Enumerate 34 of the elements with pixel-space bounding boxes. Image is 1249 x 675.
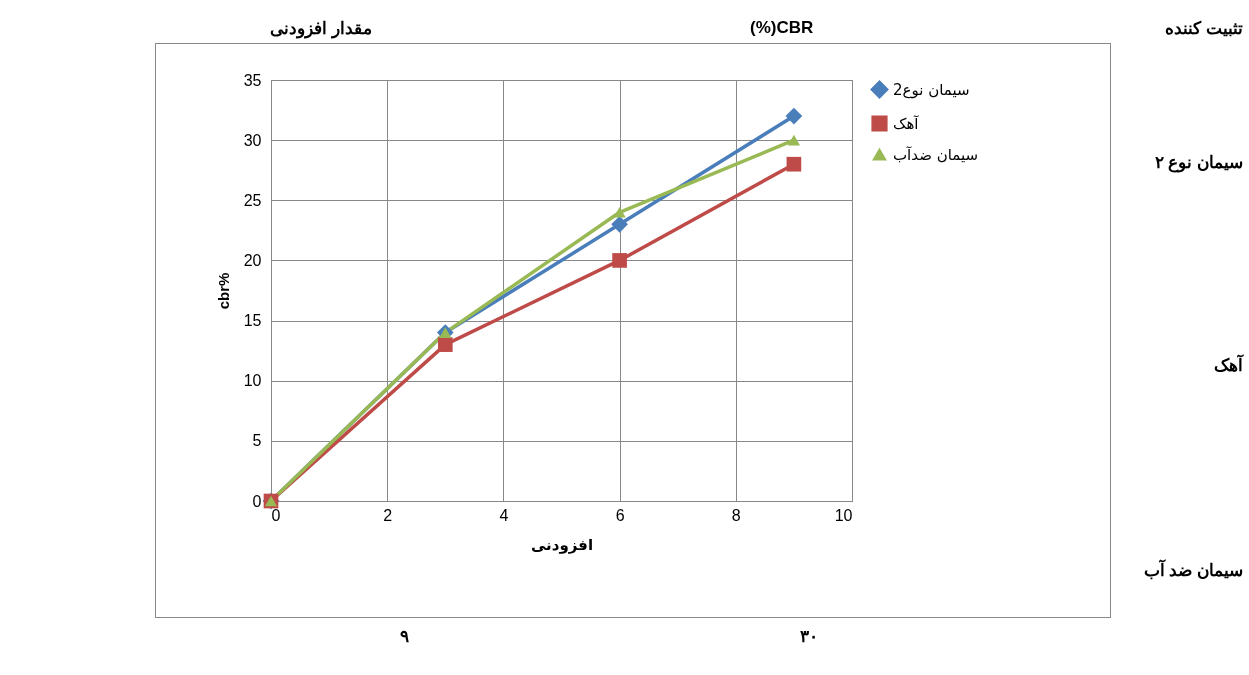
point bbox=[437, 337, 453, 352]
y-tick-label: 0 bbox=[252, 492, 262, 510]
text: ۹ bbox=[400, 626, 409, 647]
x-axis-title: افزودنی bbox=[530, 535, 594, 554]
y-tick-label: 20 bbox=[243, 251, 262, 269]
x-tick-label: 10 bbox=[834, 506, 853, 524]
text: مقدار افزودنی bbox=[270, 18, 372, 39]
point bbox=[613, 207, 626, 218]
y-axis-title: cbr% bbox=[214, 272, 232, 310]
point bbox=[612, 253, 627, 268]
y-tick-label: 10 bbox=[243, 372, 262, 390]
y-tick-label: 25 bbox=[243, 191, 262, 209]
point bbox=[611, 215, 628, 233]
legend-label: آهک bbox=[893, 114, 920, 133]
text: سیمان نوع ۲ bbox=[1154, 152, 1243, 173]
x-tick-label: 2 bbox=[383, 506, 393, 524]
y-tick-label: 30 bbox=[243, 131, 262, 149]
y-tick-label: 35 bbox=[243, 71, 262, 89]
text: آهک bbox=[1214, 355, 1243, 376]
x-tick-label: 6 bbox=[615, 506, 625, 524]
text: ۳۰ bbox=[800, 626, 818, 647]
point bbox=[786, 156, 802, 172]
text: تثبیت کننده bbox=[1165, 18, 1243, 39]
x-tick-label: 0 bbox=[271, 506, 281, 524]
text: CBR(%) bbox=[750, 18, 814, 38]
x-tick-label: 8 bbox=[731, 506, 741, 524]
point bbox=[787, 134, 801, 146]
text: سیمان ضد آب bbox=[1143, 560, 1243, 581]
y-tick-label: 5 bbox=[252, 432, 262, 450]
legend-label: سیمان نوع2 bbox=[893, 80, 970, 99]
point bbox=[785, 107, 803, 125]
legend-label: سیمان ضدآب bbox=[893, 145, 979, 164]
x-tick-label: 4 bbox=[499, 506, 509, 524]
y-tick-label: 15 bbox=[243, 312, 262, 330]
